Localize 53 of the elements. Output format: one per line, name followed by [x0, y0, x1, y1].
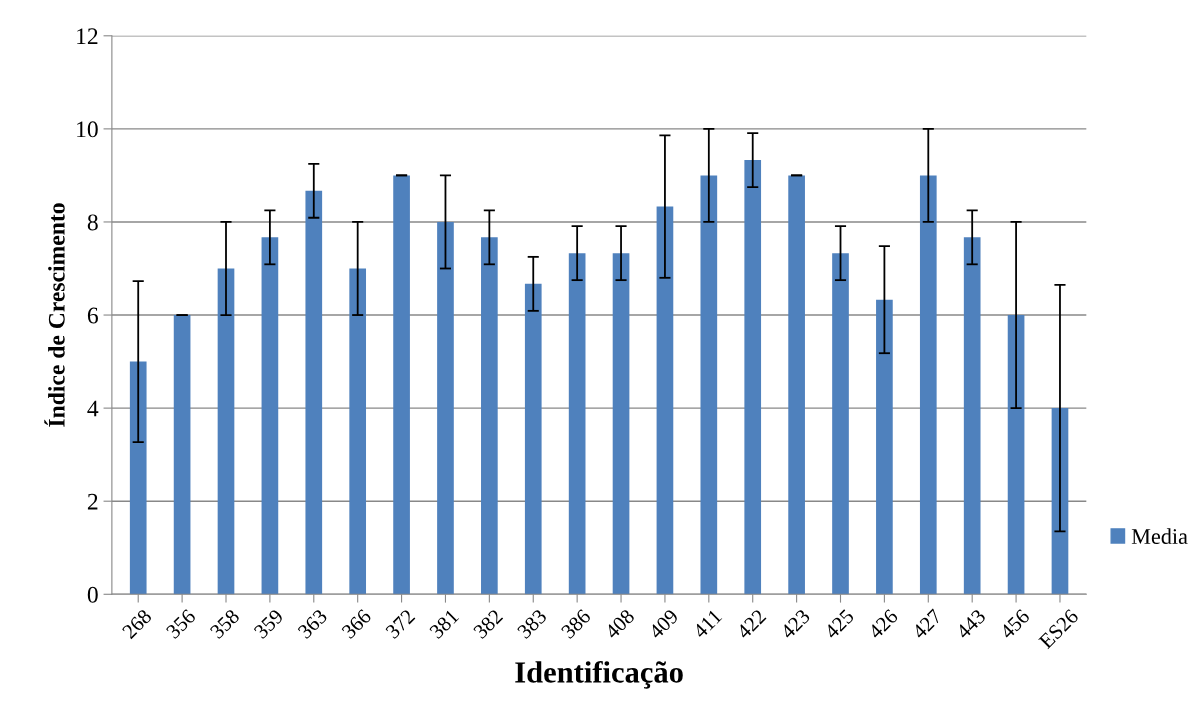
x-tick-label: 268	[121, 608, 153, 640]
bar	[876, 299, 893, 595]
x-tick-label: 363	[297, 608, 328, 640]
x-tick-label: 358	[209, 608, 241, 640]
x-tick-label: 356	[165, 608, 197, 640]
x-tick-label: 443	[955, 608, 987, 640]
x-tick-label: 408	[604, 608, 636, 640]
y-tick-label: 10	[77, 121, 98, 138]
y-tick-label: 12	[77, 28, 98, 44]
bar	[393, 175, 410, 595]
x-tick-label: 359	[253, 608, 285, 640]
y-tick-label: 2	[87, 493, 98, 510]
bar	[656, 206, 674, 595]
x-tick-label: 411	[692, 608, 723, 639]
x-tick-label: 409	[647, 608, 680, 640]
bar	[1007, 315, 1025, 595]
y-tick-label: 8	[87, 214, 98, 231]
x-tick-label: 426	[867, 608, 899, 640]
bar	[481, 237, 498, 595]
x-tick-label: 382	[472, 608, 504, 640]
x-tick-label: 427	[911, 608, 943, 640]
x-tick-label: 422	[735, 608, 767, 640]
x-tick-label: 423	[779, 608, 811, 640]
y-axis-title: Índice de Crescimento	[44, 203, 65, 427]
x-axis-title: Identificação	[515, 660, 683, 689]
x-tick-label: 381	[428, 608, 460, 640]
bar	[261, 237, 279, 595]
bar	[173, 315, 191, 595]
legend-label: Media	[1131, 528, 1188, 544]
x-tick-label: 372	[385, 608, 416, 640]
x-tick-label: 383	[516, 608, 548, 640]
y-tick-label: 0	[87, 586, 98, 603]
x-tick-label: 456	[999, 608, 1031, 640]
bar	[788, 175, 805, 595]
x-tick-label: 425	[823, 608, 855, 640]
bar	[612, 253, 630, 595]
x-tick-label: 366	[341, 608, 372, 640]
bar	[524, 283, 542, 595]
y-tick-label: 6	[87, 307, 98, 324]
y-tick-label: 4	[87, 400, 99, 417]
bar	[1051, 408, 1069, 595]
bar	[568, 253, 586, 595]
bar	[919, 175, 937, 595]
bar	[832, 253, 849, 595]
x-tick-label: 386	[560, 608, 592, 640]
bar	[305, 190, 323, 595]
bar	[437, 221, 454, 595]
bar	[963, 237, 981, 595]
bar	[217, 268, 235, 595]
bar	[744, 160, 762, 595]
bar	[700, 175, 718, 595]
bar	[349, 268, 367, 595]
bar	[129, 361, 147, 595]
